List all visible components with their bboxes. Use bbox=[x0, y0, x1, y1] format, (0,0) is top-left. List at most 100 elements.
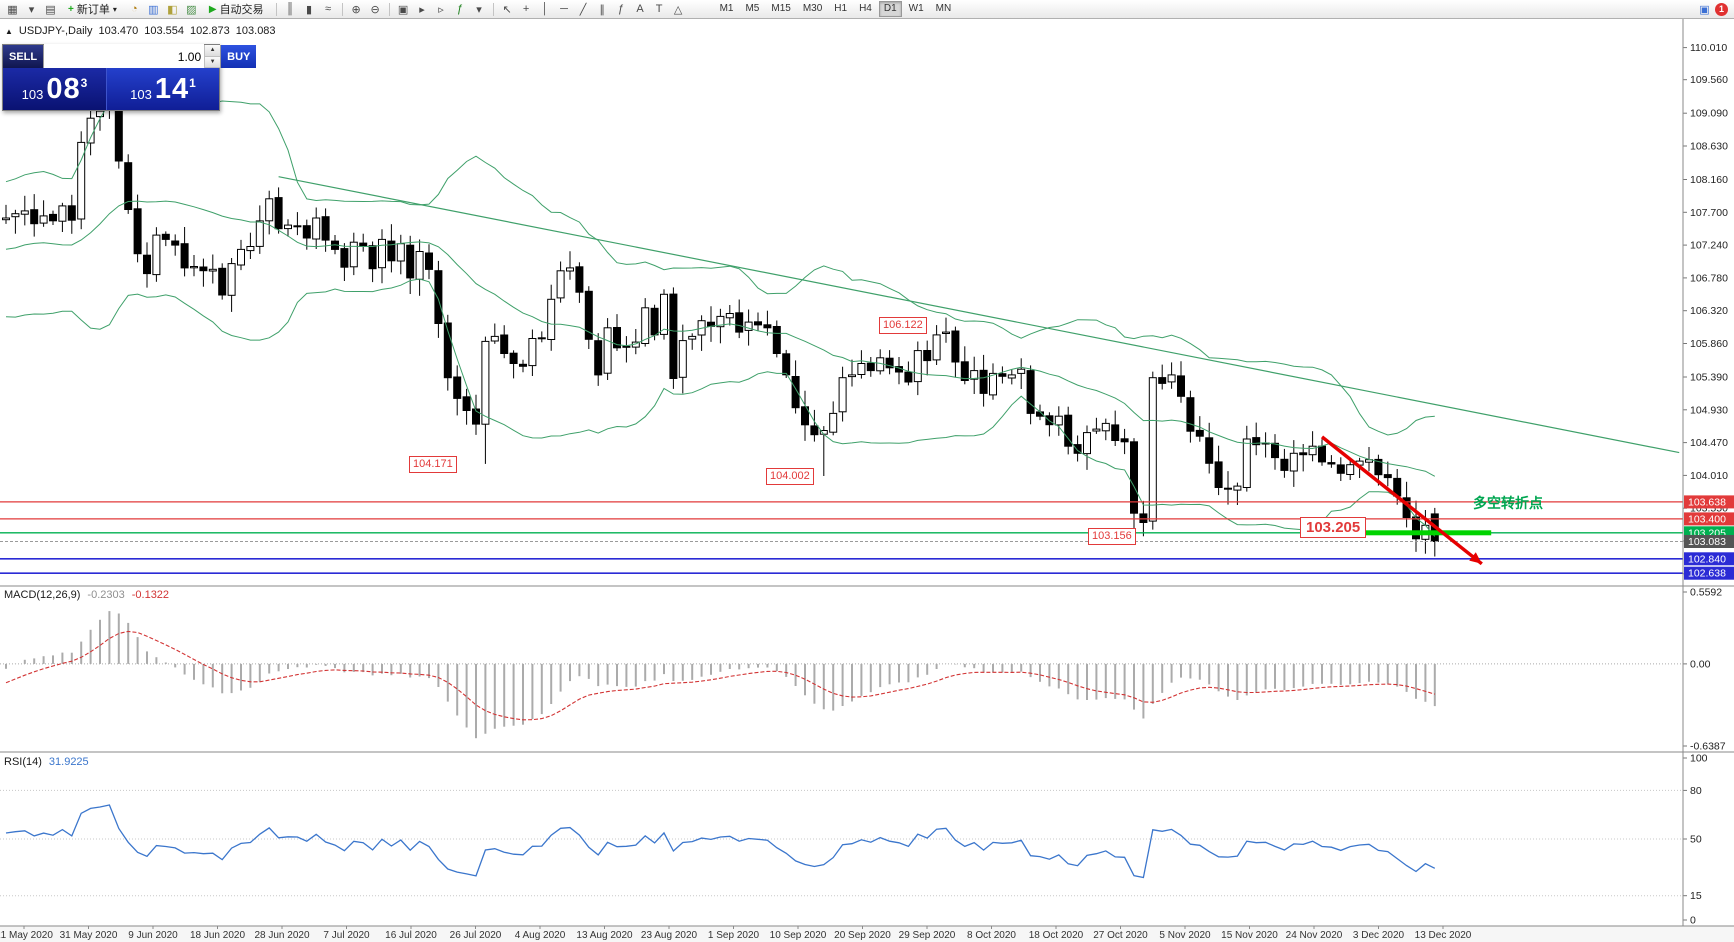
line-chart-icon[interactable]: ≈ bbox=[325, 3, 332, 15]
svg-text:104.470: 104.470 bbox=[1690, 437, 1728, 449]
price-callout[interactable]: 104.171 bbox=[409, 456, 457, 473]
zoom-out-icon[interactable]: ⊖ bbox=[370, 3, 380, 16]
indicators-icon[interactable]: ƒ bbox=[457, 3, 464, 15]
new-order-label: 新订单 bbox=[76, 4, 110, 16]
cursor-icon[interactable]: ↖ bbox=[502, 3, 512, 16]
ask-pip: 1 bbox=[189, 76, 196, 90]
tile-windows-icon[interactable]: ▣ bbox=[397, 3, 409, 16]
price-callout[interactable]: 103.205 bbox=[1300, 517, 1367, 538]
bollinger-layer bbox=[5, 100, 1436, 537]
auto-trading-button[interactable]: ▶ 自动交易 bbox=[203, 1, 270, 17]
trendline-icon[interactable]: ╱ bbox=[579, 3, 587, 16]
toolbar-separator bbox=[492, 2, 494, 16]
timeframe-group: M1 M5 M15 M30 H1 H4 D1 W1 MN bbox=[714, 1, 958, 17]
timeframe-h1[interactable]: H1 bbox=[834, 3, 848, 14]
one-click-toggle[interactable]: ▲ bbox=[5, 26, 13, 36]
price-callout[interactable]: 104.002 bbox=[766, 468, 814, 485]
svg-text:15: 15 bbox=[1690, 890, 1702, 902]
svg-text:18 Oct 2020: 18 Oct 2020 bbox=[1029, 930, 1084, 941]
price-callout[interactable]: 103.156 bbox=[1088, 528, 1136, 545]
alerts-icon[interactable]: ◔ bbox=[131, 3, 138, 15]
timeframe-w1[interactable]: W1 bbox=[908, 3, 924, 14]
fibonacci-icon[interactable]: ƒ bbox=[618, 3, 625, 15]
zoom-in-icon[interactable]: ⊕ bbox=[351, 3, 361, 16]
svg-text:109.090: 109.090 bbox=[1690, 108, 1728, 120]
svg-text:110.010: 110.010 bbox=[1690, 42, 1727, 54]
channel-icon[interactable]: ∥ bbox=[599, 3, 605, 16]
timeframe-m30[interactable]: M30 bbox=[802, 3, 823, 14]
volume-input[interactable] bbox=[44, 44, 205, 69]
svg-text:31 May 2020: 31 May 2020 bbox=[60, 930, 118, 941]
new-chart-icon[interactable]: ▦ bbox=[7, 3, 18, 16]
timeframe-m5[interactable]: M5 bbox=[745, 3, 760, 14]
svg-text:15 Nov 2020: 15 Nov 2020 bbox=[1221, 930, 1278, 941]
rsi-value: 31.9225 bbox=[48, 756, 89, 768]
bid-price[interactable]: 103 08 3 bbox=[3, 68, 106, 110]
ask-price[interactable]: 103 14 1 bbox=[106, 68, 219, 110]
buy-button[interactable]: BUY bbox=[221, 45, 257, 68]
macd-signal-value: -0.1322 bbox=[131, 589, 170, 601]
notification-badge[interactable]: 1 bbox=[1715, 2, 1728, 16]
play-icon: ▶ bbox=[208, 3, 217, 15]
navigator-icon[interactable]: ◧ bbox=[167, 3, 178, 16]
svg-text:20 Sep 2020: 20 Sep 2020 bbox=[834, 930, 891, 941]
price-callout[interactable]: 106.122 bbox=[879, 317, 927, 334]
timeframe-m15[interactable]: M15 bbox=[771, 3, 791, 14]
indicators-dropdown-icon[interactable]: ▾ bbox=[476, 3, 482, 16]
timeframe-mn[interactable]: MN bbox=[935, 3, 952, 14]
profiles-icon[interactable]: ▤ bbox=[45, 3, 56, 16]
new-order-icon: + bbox=[68, 3, 74, 15]
svg-text:4 Aug 2020: 4 Aug 2020 bbox=[515, 930, 566, 941]
svg-text:100: 100 bbox=[1690, 753, 1708, 765]
label-icon[interactable]: T bbox=[655, 3, 663, 15]
horizontal-line-icon[interactable]: ─ bbox=[560, 3, 568, 15]
timeframe-d1[interactable]: D1 bbox=[878, 1, 902, 17]
volume-down-icon[interactable]: ▼ bbox=[205, 56, 221, 68]
svg-text:102.638: 102.638 bbox=[1688, 568, 1726, 580]
vertical-line-icon[interactable]: │ bbox=[541, 3, 549, 15]
crosshair-icon[interactable]: + bbox=[522, 3, 530, 15]
chart-shift-icon[interactable]: ▹ bbox=[438, 3, 444, 16]
toolbar-separator bbox=[341, 2, 343, 16]
svg-text:0: 0 bbox=[1690, 915, 1696, 927]
macd-label: MACD(12,26,9) -0.2303 -0.1322 bbox=[4, 589, 169, 601]
svg-text:106.320: 106.320 bbox=[1690, 305, 1728, 317]
svg-text:28 Jun 2020: 28 Jun 2020 bbox=[254, 930, 309, 941]
ask-main: 14 bbox=[154, 72, 190, 105]
svg-text:107.700: 107.700 bbox=[1690, 207, 1728, 219]
ask-prefix: 103 bbox=[130, 86, 152, 102]
svg-text:27 Oct 2020: 27 Oct 2020 bbox=[1093, 930, 1148, 941]
svg-text:1 Sep 2020: 1 Sep 2020 bbox=[708, 930, 760, 941]
auto-trading-label: 自动交易 bbox=[219, 4, 264, 16]
svg-text:26 Jul 2020: 26 Jul 2020 bbox=[450, 930, 502, 941]
new-order-button[interactable]: + 新订单 ▾ bbox=[62, 1, 123, 17]
svg-text:0.5592: 0.5592 bbox=[1690, 587, 1722, 599]
svg-text:13 Dec 2020: 13 Dec 2020 bbox=[1415, 930, 1472, 941]
volume-up-icon[interactable]: ▲ bbox=[205, 45, 221, 57]
market-watch-icon[interactable]: ▥ bbox=[148, 3, 159, 16]
macd-layer: 0.5592 0.00 -0.6387 bbox=[0, 587, 1726, 753]
auto-scroll-icon[interactable]: ▸ bbox=[419, 3, 425, 16]
text-icon[interactable]: A bbox=[636, 3, 644, 15]
chat-icon[interactable]: ▣ bbox=[1699, 3, 1710, 16]
bid-pip: 3 bbox=[80, 76, 88, 90]
toolbar-separator bbox=[275, 2, 277, 16]
terminal-icon[interactable]: ▨ bbox=[186, 3, 197, 16]
main-toolbar: ▦ ▾ ▤ + 新订单 ▾ ◔ ▥ ◧ ▨ ▶ 自动交易 ║ ▮ ≈ ⊕ ⊖ ▣ ▸ ▹ ƒ ▾ ↖ + │… bbox=[0, 0, 1734, 19]
timeframe-h4[interactable]: H4 bbox=[859, 3, 872, 14]
svg-text:105.860: 105.860 bbox=[1690, 338, 1728, 350]
svg-text:9 Jun 2020: 9 Jun 2020 bbox=[128, 930, 178, 941]
ohlc-close: 103.083 bbox=[235, 25, 276, 37]
annotation-text[interactable]: 多空转折点 bbox=[1473, 495, 1543, 511]
bars-chart-icon[interactable]: ║ bbox=[286, 3, 294, 15]
volume-stepper: ▲ ▼ bbox=[43, 44, 222, 69]
shapes-icon[interactable]: △ bbox=[673, 3, 683, 16]
chart-dropdown-icon[interactable]: ▾ bbox=[28, 3, 35, 16]
candles-chart-icon[interactable]: ▮ bbox=[306, 3, 313, 16]
timeframe-m1[interactable]: M1 bbox=[719, 3, 734, 14]
svg-text:16 Jul 2020: 16 Jul 2020 bbox=[385, 930, 437, 941]
sell-button[interactable]: SELL bbox=[3, 45, 44, 68]
svg-text:103.083: 103.083 bbox=[1688, 536, 1726, 548]
